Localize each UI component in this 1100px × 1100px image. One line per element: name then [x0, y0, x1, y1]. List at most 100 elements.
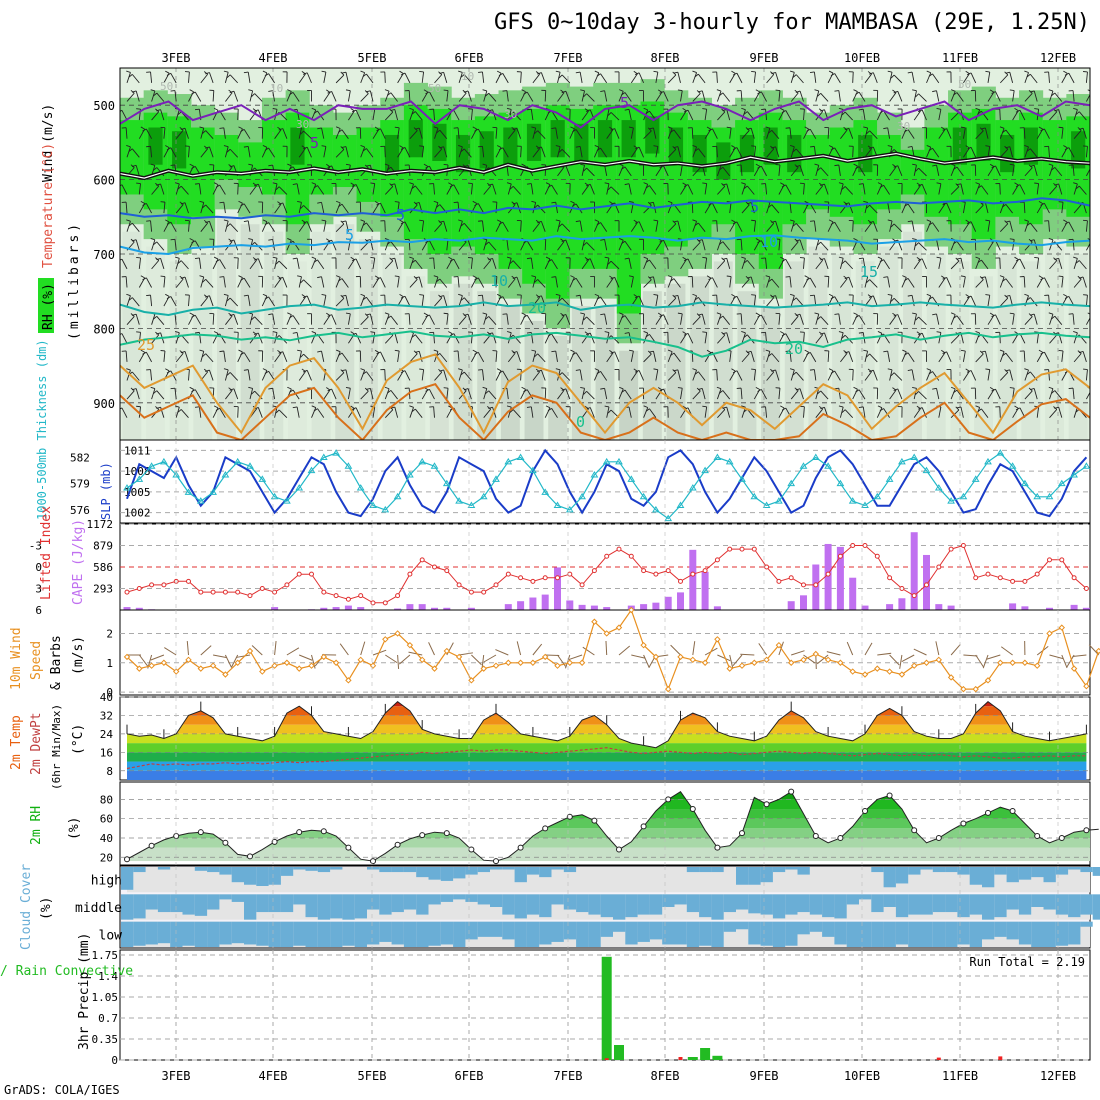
wind-barb-flag	[1040, 351, 1045, 355]
wind-barb-flag	[1063, 70, 1068, 74]
wind-barb-flag	[732, 221, 738, 225]
wind-barb	[852, 146, 854, 158]
wind-barb	[712, 203, 718, 214]
wind-barb	[345, 369, 349, 381]
cape-bar	[603, 607, 611, 610]
wind-barb-flag	[942, 202, 947, 206]
wind-barb	[544, 239, 547, 251]
li-marker	[1022, 578, 1028, 584]
wind-barb	[495, 127, 498, 139]
wind-barb	[360, 390, 369, 400]
wind-barb-flag	[814, 312, 819, 315]
thickness-marker	[824, 462, 832, 469]
wind-barb	[838, 388, 841, 400]
wind-barb	[506, 313, 509, 325]
wind-barb	[729, 202, 732, 214]
precip-tick: 0.7	[98, 1012, 118, 1025]
wind-barb	[397, 73, 404, 84]
wind-barb	[516, 128, 522, 139]
wind-barb	[198, 257, 202, 269]
li-marker	[542, 575, 548, 581]
wind-barb	[1073, 204, 1082, 214]
wind-barb	[323, 71, 327, 83]
li-marker	[862, 543, 868, 548]
wind-barb-flag	[1026, 297, 1031, 301]
wind-barb-flag	[619, 89, 624, 92]
wind-barb-10m	[901, 654, 915, 663]
wind-barb-flag	[302, 146, 308, 150]
wind-barb-flag	[555, 293, 561, 296]
temp-color-band	[127, 733, 1087, 744]
wind-barb-flag	[619, 312, 624, 315]
wind-barb	[864, 276, 869, 288]
wind-barb-flag	[634, 295, 640, 299]
wind-barb	[341, 352, 349, 363]
contour-label: 10	[270, 82, 283, 95]
cloud-bar-middle	[182, 894, 195, 915]
wind-barb	[384, 409, 394, 418]
wind-barb	[223, 350, 226, 362]
wind-barb-flag	[1014, 405, 1019, 409]
wind-barb-flag	[436, 204, 441, 208]
cloud-bar-middle	[305, 894, 318, 918]
wind-barb-flag	[596, 296, 601, 300]
wind-barb-flag	[1051, 315, 1056, 320]
wind-barb-flag	[991, 91, 996, 94]
wind-barb-flag	[215, 407, 220, 411]
wind-barb-flag	[844, 127, 850, 131]
wind-barb-flag	[960, 126, 966, 129]
wind-barb	[243, 203, 251, 214]
wind-barb-flag	[682, 331, 687, 335]
wind-barb-flag	[472, 200, 477, 204]
wind-barb	[520, 369, 522, 381]
cloud-bar-middle	[637, 894, 650, 915]
thickness-marker	[639, 492, 648, 500]
cape-bar	[836, 546, 844, 610]
wind-barb	[848, 351, 854, 363]
cloud-bar-middle	[723, 894, 736, 913]
wind-barb-flag	[1038, 200, 1043, 204]
wind-barb	[1005, 129, 1013, 139]
rh-wet-band	[332, 134, 358, 188]
wind-barb	[345, 146, 349, 158]
wind-barb-flag	[575, 220, 581, 223]
li-marker	[1047, 557, 1052, 563]
wind-barb	[483, 408, 492, 418]
wind-barb	[834, 370, 841, 381]
wind-barb	[716, 165, 722, 177]
wind-barb-flag	[647, 350, 652, 355]
wind-barb-flag	[506, 182, 512, 185]
wind-barb-flag	[511, 350, 516, 354]
wind-barb	[887, 350, 891, 362]
wind-barb-flag	[199, 349, 204, 352]
wind-barb	[209, 369, 214, 381]
cape-bar	[1070, 604, 1078, 610]
wind-barb-flag	[327, 314, 332, 317]
slp-tick: 1011	[124, 444, 151, 457]
wind-barb	[561, 297, 571, 307]
cloud-bar-middle	[994, 894, 1007, 918]
wind-barb	[838, 90, 841, 102]
wind-barb-flag	[966, 221, 972, 224]
wind-barb-flag	[374, 201, 380, 205]
li-marker	[444, 568, 450, 574]
wind-barb-10m	[299, 654, 313, 661]
wind-barb	[950, 314, 956, 325]
cloud-bar-high	[1018, 867, 1032, 880]
wind-barb	[999, 109, 1001, 121]
wind-barb-flag	[600, 387, 605, 390]
wind-marker	[726, 665, 733, 672]
wind-marker	[259, 668, 266, 675]
wind-barb-flag	[229, 239, 235, 242]
wind-barb-flag	[694, 297, 699, 301]
wind-barb-flag	[731, 70, 736, 74]
wind-barb	[507, 278, 516, 288]
wind-barb-flag	[179, 350, 184, 354]
wind-barb	[335, 128, 341, 139]
top-date-tick: 9FEB	[750, 51, 779, 65]
li-marker	[788, 575, 794, 581]
cloud-level-label: middle	[75, 901, 122, 916]
wind-barb	[457, 202, 460, 214]
wind-barb-flag	[300, 205, 304, 209]
wind-barb-flag	[482, 312, 487, 315]
